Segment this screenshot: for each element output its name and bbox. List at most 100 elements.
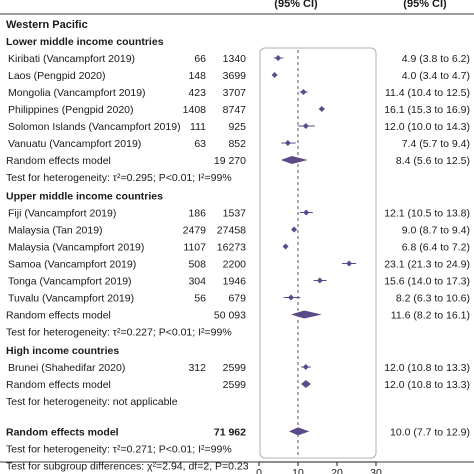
study-events: 423 [188, 87, 206, 99]
study-label: Mongolia (Vancampfort 2019) [8, 87, 146, 99]
study-point [302, 123, 309, 129]
study-events: 304 [188, 276, 206, 288]
x-axis: 0 10 20 30 [0, 461, 474, 474]
pooled-total: 50 093 [214, 310, 246, 322]
study-total: 852 [228, 138, 246, 150]
study-events: 66 [194, 53, 206, 65]
study-label: Tuvalu (Vancampfort 2019) [8, 293, 134, 305]
study-events: 148 [188, 70, 206, 82]
study-events: 111 [190, 121, 206, 133]
study-ci-text: 6.8 (6.4 to 7.2) [402, 242, 470, 254]
study-ci-text: 12.0 (10.0 to 14.3) [384, 121, 470, 133]
study-ci-text: 4.0 (3.4 to 4.7) [402, 70, 470, 82]
study-events: 1107 [183, 242, 206, 254]
study-total: 1537 [223, 208, 247, 220]
overall-label: Random effects model [6, 426, 119, 438]
overall-heterogeneity-text: Test for heterogeneity: τ²=0.271; P<0.01… [6, 443, 232, 455]
section-title: Western Pacific [6, 19, 88, 31]
study-label: Malaysia (Vancampfort 2019) [8, 242, 144, 254]
study-events: 312 [188, 362, 206, 374]
forest-marks [271, 50, 357, 458]
study-total: 8747 [223, 104, 247, 116]
pooled-label: Random effects model [6, 310, 111, 322]
study-point [275, 55, 282, 61]
study-ci-text: 12.0 (10.8 to 13.3) [384, 362, 470, 374]
study-total: 2599 [223, 362, 247, 374]
study-total: 1340 [223, 53, 247, 65]
subgroup-test-text: Test for subgroup differences: χ²=2.94, … [6, 460, 249, 472]
overall-diamond [289, 427, 310, 436]
pooled-diamond [301, 380, 311, 388]
study-ci-text: 16.1 (15.3 to 16.9) [384, 104, 470, 116]
ci-header-left: (95% CI) [274, 0, 318, 10]
ci-header-right: (95% CI) [403, 0, 447, 10]
pooled-diamond [280, 156, 308, 164]
study-ci-text: 23.1 (21.3 to 24.9) [384, 259, 470, 271]
study-label: Samoa (Vancampfort 2019) [8, 259, 136, 271]
study-ci-text: 7.4 (5.7 to 9.4) [402, 138, 470, 150]
overall-ci-text: 10.0 (7.7 to 12.9) [390, 426, 470, 438]
study-total: 27458 [217, 225, 246, 237]
x-tick-label: 0 [256, 467, 262, 474]
pooled-total: 2599 [223, 379, 247, 391]
study-events: 63 [194, 138, 206, 150]
study-label: Vanuatu (Vancampfort 2019) [8, 138, 141, 150]
pooled-ci-text: 8.4 (5.6 to 12.5) [396, 155, 470, 167]
study-point [300, 89, 307, 95]
heterogeneity-text: Test for heterogeneity: τ²=0.295; P<0.01… [6, 172, 232, 184]
pooled-diamond [290, 310, 322, 319]
study-ci-text: 8.2 (6.3 to 10.6) [396, 293, 470, 305]
study-label: Kiribati (Vancampfort 2019) [8, 53, 135, 65]
group-title: Lower middle income countries [6, 36, 164, 48]
study-events: 186 [188, 208, 206, 220]
study-total: 679 [228, 293, 246, 305]
group-title: Upper middle income countries [6, 191, 163, 203]
study-label: Tonga (Vancampfort 2019) [8, 276, 132, 288]
study-events: 2479 [183, 225, 207, 237]
study-label: Malaysia (Tan 2019) [8, 225, 103, 237]
study-label: Solomon Islands (Vancampfort 2019) [8, 121, 181, 133]
study-total: 3707 [223, 87, 247, 99]
study-total: 16273 [217, 242, 246, 254]
study-events: 56 [194, 293, 206, 305]
study-events: 1408 [183, 104, 207, 116]
study-point [282, 243, 289, 250]
study-point [318, 106, 325, 112]
pooled-ci-text: 12.0 (10.8 to 13.3) [384, 379, 470, 391]
plot-panel [259, 47, 377, 459]
study-point [271, 72, 278, 78]
pooled-total: 19 270 [214, 155, 246, 167]
pooled-ci-text: 11.6 (8.2 to 16.1) [391, 310, 470, 322]
study-point [287, 294, 294, 301]
study-point [302, 364, 309, 370]
study-point [291, 226, 298, 233]
study-label: Laos (Pengpid 2020) [8, 70, 106, 82]
study-ci-text: 12.1 (10.5 to 13.8) [384, 208, 470, 220]
study-total: 3699 [223, 70, 247, 82]
pooled-label: Random effects model [6, 155, 111, 167]
overall-total: 71 962 [214, 426, 246, 438]
forest-rows: Lower middle income countries Kiribati (V… [6, 36, 470, 472]
x-tick-label: 10 [292, 467, 304, 474]
study-point [284, 140, 291, 146]
group-title: High income countries [6, 345, 119, 357]
pooled-label: Random effects model [6, 379, 111, 391]
x-tick-label: 20 [331, 467, 343, 474]
study-label: Philippines (Pengpid 2020) [8, 104, 134, 116]
study-point [346, 260, 353, 267]
x-tick-label: 30 [370, 467, 382, 474]
study-total: 2200 [223, 259, 247, 271]
study-point [303, 209, 310, 216]
heterogeneity-text: Test for heterogeneity: τ²=0.227; P<0.01… [6, 327, 232, 339]
study-ci-text: 15.6 (14.0 to 17.3) [384, 276, 470, 288]
study-events: 508 [188, 259, 206, 271]
study-total: 1946 [223, 276, 247, 288]
study-label: Brunei (Shahedifar 2020) [8, 362, 125, 374]
study-point [316, 277, 323, 284]
study-ci-text: 4.9 (3.8 to 6.2) [402, 53, 470, 65]
study-ci-text: 9.0 (8.7 to 9.4) [402, 225, 470, 237]
study-ci-text: 11.4 (10.4 to 12.5) [385, 87, 470, 99]
study-total: 925 [228, 121, 246, 133]
study-label: Fiji (Vancampfort 2019) [8, 208, 116, 220]
